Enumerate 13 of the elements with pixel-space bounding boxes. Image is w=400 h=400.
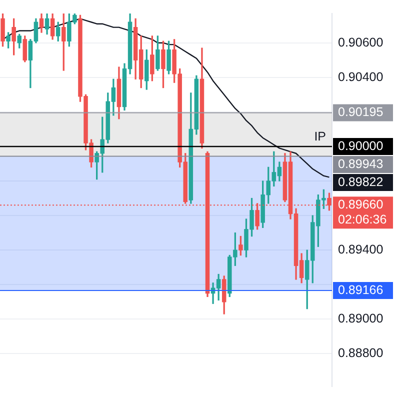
ref-line-label: 0.89660 [338, 198, 384, 212]
y-tick-label: 0.89400 [338, 242, 384, 257]
y-tick-label: 0.90000 [338, 138, 384, 153]
ref-line-label: 0.89166 [338, 282, 384, 297]
ref-line-label: IP [314, 130, 326, 144]
y-tick-label: 0.88800 [338, 346, 384, 360]
ref-line-label: 0.90195 [338, 105, 384, 120]
ref-line-label: 0.89943 [338, 156, 384, 171]
y-tick-label: 0.90600 [338, 35, 384, 50]
y-tick-label: 0.90400 [338, 70, 384, 84]
data-label: 0.89822 [338, 174, 384, 189]
y-tick-label: 0.89000 [338, 312, 384, 326]
text: 02:06:36 [338, 212, 387, 227]
